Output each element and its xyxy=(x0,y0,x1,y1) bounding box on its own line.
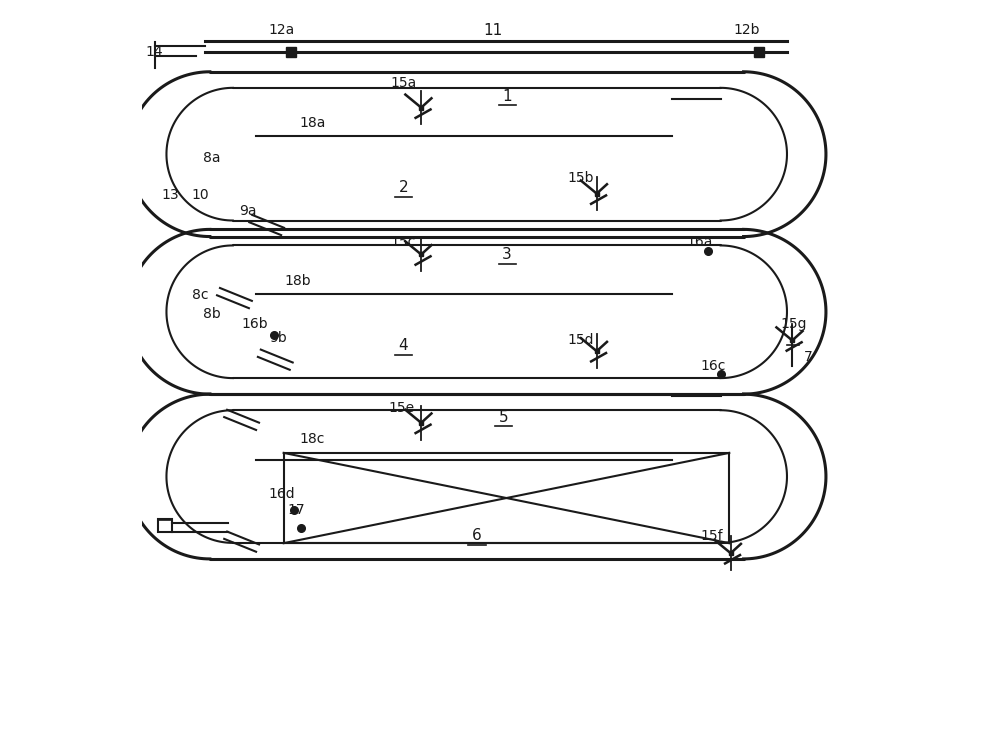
Text: 3: 3 xyxy=(502,247,512,262)
Text: 12b: 12b xyxy=(734,23,760,37)
Bar xyxy=(286,47,296,57)
Text: 8c: 8c xyxy=(192,288,209,303)
Text: 16a: 16a xyxy=(686,235,712,249)
Text: 5: 5 xyxy=(499,409,508,425)
Text: 18b: 18b xyxy=(285,274,311,288)
Text: 6: 6 xyxy=(472,529,482,543)
Text: 13: 13 xyxy=(162,188,179,202)
Text: 15g: 15g xyxy=(780,317,807,331)
Text: 18a: 18a xyxy=(299,116,325,130)
Text: 15d: 15d xyxy=(567,333,593,347)
Text: 16b: 16b xyxy=(242,317,268,331)
Text: 18c: 18c xyxy=(300,431,325,446)
Text: 9b: 9b xyxy=(269,331,287,345)
Text: 8a: 8a xyxy=(203,151,221,164)
Text: 15f: 15f xyxy=(700,529,723,543)
Text: 11: 11 xyxy=(483,23,502,38)
Text: 16c: 16c xyxy=(701,358,726,373)
Text: 12a: 12a xyxy=(268,23,295,37)
Bar xyxy=(158,519,172,531)
Text: 17: 17 xyxy=(287,503,305,518)
Text: 7: 7 xyxy=(804,350,812,364)
Text: 10: 10 xyxy=(192,188,209,202)
Text: 9a: 9a xyxy=(239,205,257,219)
Text: 15e: 15e xyxy=(388,401,414,415)
Text: 16d: 16d xyxy=(268,488,295,501)
Text: 15a: 15a xyxy=(390,75,416,89)
Text: 4: 4 xyxy=(398,338,408,353)
Text: 15c: 15c xyxy=(391,235,416,249)
Text: 2: 2 xyxy=(398,181,408,195)
Text: 15b: 15b xyxy=(567,171,593,185)
Text: 14: 14 xyxy=(146,45,164,58)
Bar xyxy=(754,47,764,57)
Text: 8b: 8b xyxy=(203,307,221,321)
Text: 1: 1 xyxy=(502,88,512,104)
